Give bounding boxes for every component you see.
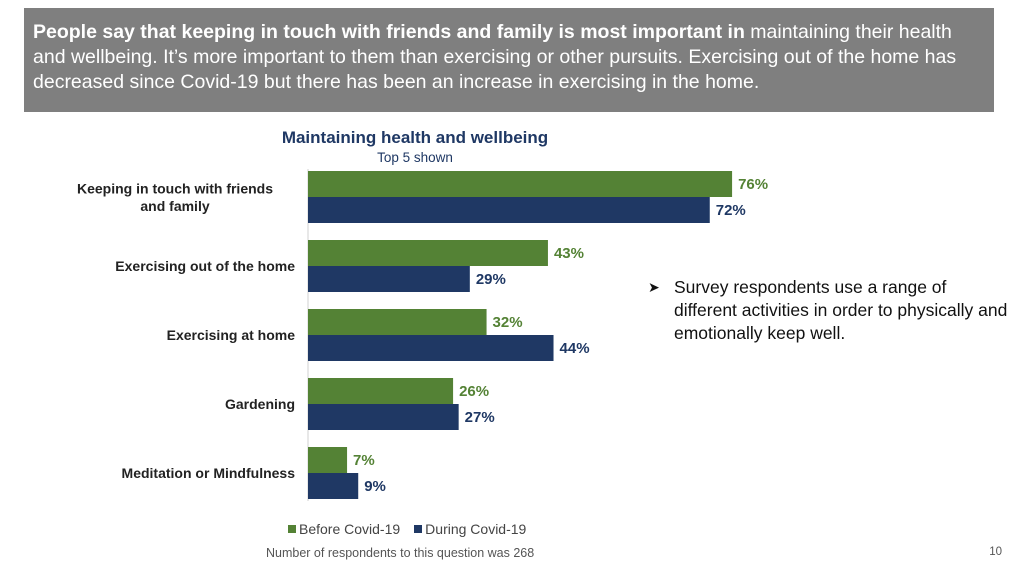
bar-during-gardening — [308, 404, 459, 430]
legend-swatch-during — [414, 525, 423, 533]
data-label-during-keeping-in-touch-with-friends-and-family: 72% — [716, 202, 746, 219]
data-label-during-exercising-at-home: 44% — [560, 340, 590, 357]
category-label-exercising-at-home: Exercising at home — [167, 327, 296, 343]
bar-during-keeping-in-touch-with-friends-and-family — [308, 197, 710, 223]
bar-before-keeping-in-touch-with-friends-and-family — [308, 171, 733, 197]
summary-regular-text: maintaining their health and wellbeing. … — [33, 21, 957, 93]
legend-item-during: During Covid-19 — [414, 521, 526, 537]
category-label-meditation-or-mindfulness: Meditation or Mindfulness — [122, 465, 296, 481]
bar-during-exercising-out-of-the-home — [308, 266, 470, 292]
data-label-before-exercising-out-of-the-home: 43% — [554, 245, 584, 262]
legend-label-during: During Covid-19 — [425, 521, 527, 537]
arrow-bullet-icon: ➤ — [648, 279, 660, 295]
category-label-exercising-out-of-the-home: Exercising out of the home — [115, 258, 295, 274]
legend-item-before: Before Covid-19 — [288, 521, 400, 537]
legend-label-before: Before Covid-19 — [299, 521, 401, 537]
bar-during-meditation-or-mindfulness — [308, 473, 359, 499]
data-label-before-gardening: 26% — [459, 383, 489, 400]
bar-before-exercising-at-home — [308, 309, 487, 335]
data-label-before-keeping-in-touch-with-friends-and-family: 76% — [738, 176, 768, 193]
chart-title: Maintaining health and wellbeing — [281, 128, 549, 147]
data-label-before-exercising-at-home: 32% — [493, 314, 523, 331]
callout-bullet: ➤ Survey respondents use a range of diff… — [648, 276, 1008, 345]
callout-text: Survey respondents use a range of differ… — [674, 277, 1008, 343]
chart-legend: Before Covid-19 During Covid-19 — [288, 521, 526, 537]
data-label-before-meditation-or-mindfulness: 7% — [353, 452, 375, 469]
summary-bold-text: People say that keeping in touch with fr… — [33, 21, 745, 43]
data-label-during-exercising-out-of-the-home: 29% — [476, 271, 506, 288]
category-label-keeping-in-touch-with-friends-and-family: Keeping in touch with friends and family — [77, 180, 273, 214]
footnote: Number of respondents to this question w… — [266, 546, 535, 560]
bar-during-exercising-at-home — [308, 335, 554, 361]
summary-banner: People say that keeping in touch with fr… — [24, 8, 994, 112]
bar-before-meditation-or-mindfulness — [308, 447, 348, 473]
category-label-gardening: Gardening — [225, 396, 295, 412]
bar-before-exercising-out-of-the-home — [308, 240, 548, 266]
data-label-during-meditation-or-mindfulness: 9% — [364, 478, 386, 495]
page-number: 10 — [989, 546, 1002, 558]
data-label-during-gardening: 27% — [465, 409, 495, 426]
legend-swatch-before — [288, 525, 296, 533]
chart-subtitle: Top 5 shown — [377, 150, 453, 165]
bar-before-gardening — [308, 378, 454, 404]
